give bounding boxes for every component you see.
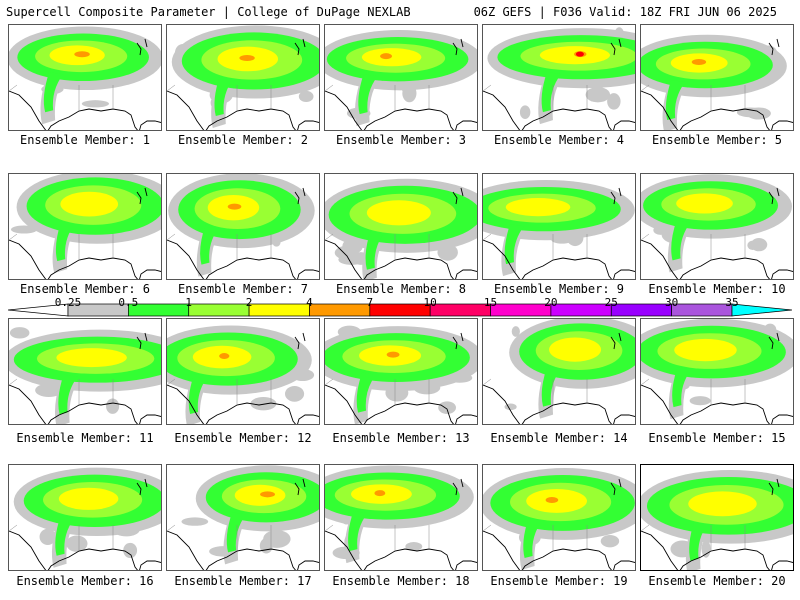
scp-map	[641, 469, 793, 570]
colorbar-tick-label: 25	[604, 296, 618, 309]
colorbar-tick-label: 0.5	[118, 296, 139, 309]
scp-map	[9, 467, 161, 570]
ensemble-panel[interactable]	[482, 464, 636, 571]
scp-map	[167, 174, 319, 279]
scp-map	[325, 178, 477, 279]
scp-map	[9, 174, 161, 279]
member-label: Ensemble Member: 7	[177, 282, 309, 296]
member-label: Ensemble Member: 20	[648, 574, 786, 588]
member-label: Ensemble Member: 1	[19, 133, 151, 147]
colorbar-tick-label: 20	[544, 296, 558, 309]
scp-map	[483, 179, 635, 279]
colorbar-tick-label: 4	[306, 296, 313, 309]
ensemble-panel[interactable]	[8, 173, 162, 280]
ensemble-panel[interactable]	[8, 318, 162, 425]
member-label: Ensemble Member: 18	[332, 574, 470, 588]
ensemble-panel[interactable]	[482, 24, 636, 131]
colorbar-legend	[8, 303, 792, 317]
member-label: Ensemble Member: 5	[651, 133, 783, 147]
member-label: Ensemble Member: 3	[335, 133, 467, 147]
colorbar-segment	[188, 303, 250, 317]
ensemble-panel[interactable]	[8, 24, 162, 131]
scp-map	[483, 27, 635, 130]
scp-map	[9, 327, 161, 424]
ensemble-panel[interactable]	[324, 24, 478, 131]
colorbar-tick-label: 35	[725, 296, 739, 309]
colorbar-tick-label: 10	[423, 296, 437, 309]
ensemble-panel[interactable]	[324, 318, 478, 425]
member-label: Ensemble Member: 16	[16, 574, 154, 588]
ensemble-panel[interactable]	[640, 464, 794, 571]
ensemble-panel[interactable]	[166, 24, 320, 131]
member-label: Ensemble Member: 11	[16, 431, 154, 445]
map-title: Supercell Composite Parameter | College …	[6, 5, 411, 19]
member-label: Ensemble Member: 8	[335, 282, 467, 296]
colorbar-tick-label: 2	[245, 296, 253, 309]
member-label: Ensemble Member: 2	[177, 133, 309, 147]
member-label: Ensemble Member: 15	[648, 431, 786, 445]
colorbar-tick-label: 1	[185, 296, 193, 309]
colorbar-segment	[248, 303, 310, 317]
scp-map	[167, 25, 319, 130]
colorbar-segment	[429, 303, 491, 317]
ensemble-panel[interactable]	[640, 173, 794, 280]
ensemble-panel[interactable]	[324, 464, 478, 571]
member-label: Ensemble Member: 19	[490, 574, 628, 588]
member-label: Ensemble Member: 12	[174, 431, 312, 445]
scp-map	[641, 34, 793, 130]
scp-map	[483, 468, 635, 570]
member-label: Ensemble Member: 10	[648, 282, 786, 296]
colorbar-segment	[671, 303, 733, 317]
colorbar-segment	[610, 303, 672, 317]
scp-map	[641, 319, 793, 424]
colorbar-segment	[550, 303, 612, 317]
member-label: Ensemble Member: 4	[493, 133, 625, 147]
colorbar-tick-label: 15	[483, 296, 498, 309]
member-label: Ensemble Member: 14	[490, 431, 628, 445]
scp-map	[641, 174, 793, 279]
colorbar-segment	[369, 303, 431, 317]
ensemble-panel[interactable]	[166, 318, 320, 425]
ensemble-panel[interactable]	[324, 173, 478, 280]
colorbar-tick-label: 0.25	[54, 296, 82, 309]
member-label: Ensemble Member: 17	[174, 574, 312, 588]
ensemble-panel[interactable]	[640, 24, 794, 131]
ensemble-panel[interactable]	[166, 464, 320, 571]
colorbar-segment	[309, 303, 371, 317]
scp-map	[167, 325, 319, 424]
scp-map	[9, 26, 161, 130]
scp-map	[325, 30, 477, 130]
scp-map	[325, 465, 477, 570]
scp-map	[325, 325, 477, 424]
colorbar-tick-label: 7	[366, 296, 374, 309]
colorbar-tick-label: 30	[665, 296, 679, 309]
member-label: Ensemble Member: 9	[493, 282, 625, 296]
ensemble-panel[interactable]	[482, 173, 636, 280]
ensemble-panel[interactable]	[8, 464, 162, 571]
ensemble-panel[interactable]	[640, 318, 794, 425]
colorbar-segment	[490, 303, 552, 317]
scp-map	[167, 465, 319, 570]
run-valid-time: 06Z GEFS | F036 Valid: 18Z FRI JUN 06 20…	[473, 5, 777, 19]
scp-map	[483, 319, 635, 424]
ensemble-panel[interactable]	[482, 318, 636, 425]
colorbar-segment	[731, 303, 792, 317]
member-label: Ensemble Member: 6	[19, 282, 151, 296]
ensemble-panel[interactable]	[166, 173, 320, 280]
member-label: Ensemble Member: 13	[332, 431, 470, 445]
